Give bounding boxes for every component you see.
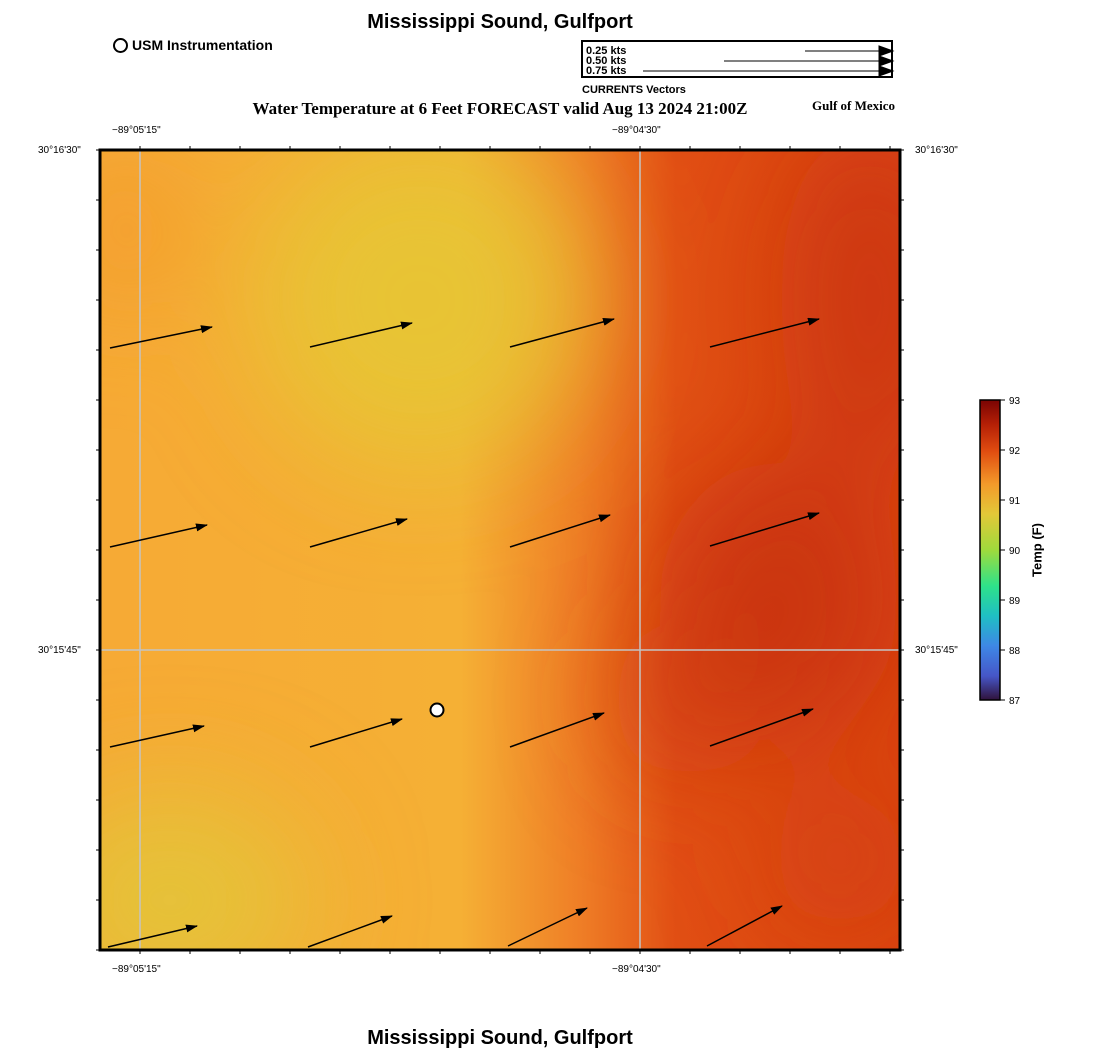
- current-vectors: [107, 317, 820, 948]
- current-vector: [309, 718, 403, 748]
- vector-scale-arrows-icon: [643, 45, 895, 77]
- current-vector: [709, 512, 820, 547]
- colorbar-title: Temp (F): [1029, 523, 1045, 577]
- usm-station-marker[interactable]: [429, 702, 445, 718]
- colorbar-tick-label: 90: [1009, 546, 1021, 557]
- forecast-title: Water Temperature at 6 Feet FORECAST val…: [252, 99, 748, 118]
- station-marker-icon: [113, 37, 128, 53]
- map-title: Mississippi Sound, Gulfport: [367, 11, 633, 33]
- graticule: [100, 150, 900, 950]
- lat-tick-label: 30°16'30": [38, 145, 81, 156]
- map-ticks: [96, 146, 904, 954]
- current-vector: [507, 907, 588, 947]
- current-vector: [309, 518, 408, 548]
- colorbar-tick-label: 87: [1009, 696, 1021, 707]
- station-legend: USM Instrumentation: [113, 37, 273, 53]
- current-vector: [509, 317, 615, 348]
- vector-scale-label: 0.25 kts: [586, 45, 627, 57]
- temperature-colorbar: 93 92 91 90 89 88 87: [979, 396, 1021, 707]
- current-vector: [107, 924, 198, 948]
- colorbar-tick-label: 92: [1009, 446, 1021, 457]
- vector-scale-label: 0.75 kts: [586, 65, 627, 77]
- lat-tick-label: 30°15'45": [38, 645, 81, 656]
- current-vector: [109, 325, 213, 349]
- lat-tick-label: 30°15'45": [915, 645, 958, 656]
- current-vector: [109, 724, 205, 748]
- vector-legend-title: CURRENTS Vectors: [582, 84, 686, 96]
- current-vector: [307, 915, 393, 948]
- lon-tick-label: −89°05'15": [112, 125, 161, 136]
- colorbar-tick-label: 89: [1009, 596, 1021, 607]
- vector-scale-label: 0.50 kts: [586, 55, 627, 67]
- temperature-field: [100, 150, 900, 950]
- station-legend-label: USM Instrumentation: [132, 37, 273, 53]
- lon-tick-label: −89°04'30": [612, 964, 661, 975]
- lon-tick-label: −89°04'30": [612, 125, 661, 136]
- current-vector: [509, 514, 611, 548]
- current-vector: [709, 317, 820, 348]
- current-vector: [109, 523, 208, 548]
- lon-tick-label: −89°05'15": [112, 964, 161, 975]
- vector-scale-legend: 0.25 kts 0.50 kts 0.75 kts: [581, 40, 895, 78]
- current-vector: [709, 708, 814, 747]
- current-vector: [706, 905, 783, 947]
- colorbar-tick-label: 88: [1009, 646, 1021, 657]
- region-label: Gulf of Mexico: [812, 98, 896, 113]
- colorbar-tick-label: 93: [1009, 396, 1021, 407]
- colorbar-tick-label: 91: [1009, 496, 1021, 507]
- current-vector: [309, 321, 413, 348]
- footer-title: Mississippi Sound, Gulfport: [367, 1027, 633, 1049]
- current-vector: [509, 712, 605, 748]
- lat-tick-label: 30°16'30": [915, 145, 958, 156]
